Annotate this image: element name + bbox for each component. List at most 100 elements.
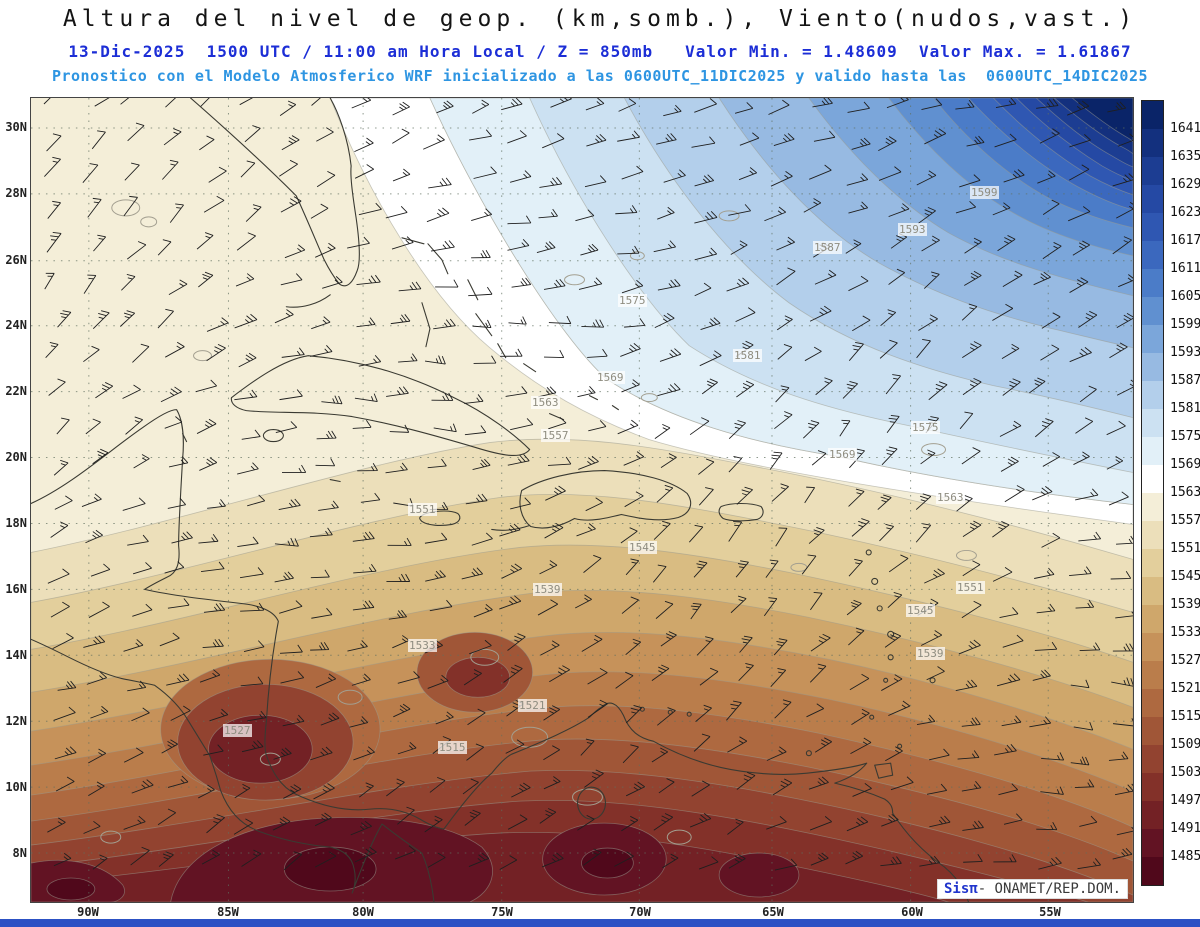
wind-barb <box>239 98 253 106</box>
wind-barb <box>994 133 1017 148</box>
wind-barb <box>394 845 416 860</box>
wind-barb <box>694 174 715 187</box>
wind-barb <box>499 595 522 610</box>
wind-barb <box>390 314 411 325</box>
wind-barb <box>955 200 977 214</box>
wind-barb <box>199 457 218 471</box>
wind-barb <box>352 531 375 542</box>
wind-barb <box>657 206 675 220</box>
wind-barb <box>284 244 306 259</box>
wind-barb <box>583 848 602 866</box>
wind-barb <box>313 783 335 800</box>
wind-barb <box>964 237 982 254</box>
florida-coastline <box>190 98 360 287</box>
wind-barb <box>208 166 227 183</box>
wind-barb <box>765 559 779 578</box>
contour-value-label: 1539 <box>916 647 945 660</box>
wind-barb <box>206 317 229 332</box>
wind-barb <box>200 98 210 107</box>
wind-barb <box>386 573 411 582</box>
contour-value-label: 1587 <box>813 241 842 254</box>
wind-barb <box>428 177 452 189</box>
wind-barb <box>698 856 719 870</box>
wind-barb <box>508 316 527 325</box>
colorbar-cell <box>1142 689 1163 717</box>
wind-barb <box>1003 169 1025 183</box>
colorbar-cell <box>1142 185 1163 213</box>
wind-barb <box>583 554 602 573</box>
wind-barb <box>1069 164 1090 181</box>
colorbar-cell <box>1142 409 1163 437</box>
wind-barb <box>538 386 557 398</box>
wind-barb <box>52 632 74 650</box>
wind-barb <box>689 417 710 436</box>
wind-barb <box>461 567 483 580</box>
wind-barb <box>963 854 983 863</box>
martinique <box>887 630 895 638</box>
wind-barb <box>356 274 381 286</box>
wind-barb <box>659 348 682 362</box>
wind-barb <box>624 318 646 328</box>
wind-barb <box>1002 270 1023 288</box>
wind-barb <box>621 165 644 180</box>
wind-barb <box>1116 823 1133 836</box>
barbados <box>929 677 936 684</box>
wind-barb <box>310 642 330 651</box>
wind-barb <box>809 164 832 180</box>
lon-tick-label: 80W <box>352 905 374 919</box>
wind-barb <box>274 571 294 583</box>
wind-barb <box>851 708 870 726</box>
contour-value-label: 1599 <box>970 186 999 199</box>
wind-barb <box>766 816 787 830</box>
colorbar-tick-label: 1503 <box>1170 765 1200 780</box>
colorbar-cell <box>1142 829 1163 857</box>
wind-barb <box>1116 379 1133 396</box>
wind-barb <box>1112 236 1132 255</box>
wind-barb <box>171 531 193 544</box>
wind-barb <box>1070 679 1090 689</box>
wind-barb <box>1034 418 1054 438</box>
wind-barb <box>803 198 822 213</box>
wind-barb <box>920 630 943 646</box>
colorbar-tick-label: 1635 <box>1170 149 1200 164</box>
wind-barb <box>1114 783 1133 796</box>
wind-barb <box>1041 752 1065 761</box>
wind-barb <box>771 483 789 502</box>
colorbar-cell <box>1142 325 1163 353</box>
wind-barb <box>730 240 748 255</box>
wind-barb <box>920 449 936 465</box>
hispaniola-coastline <box>519 469 692 529</box>
wind-barb <box>696 636 714 656</box>
wind-barb <box>501 98 523 111</box>
wind-barb <box>1042 199 1060 216</box>
tobago <box>897 743 903 749</box>
wind-barb <box>693 733 711 752</box>
watermark-brand: Sisπ <box>943 881 978 897</box>
wind-barb <box>354 846 377 863</box>
wind-barb <box>739 132 760 146</box>
wind-barb <box>507 239 530 251</box>
wind-barb <box>656 484 674 503</box>
wind-barb <box>736 771 756 790</box>
wind-barb <box>347 236 370 249</box>
wind-barb <box>881 446 898 466</box>
wind-barb <box>387 537 412 546</box>
dominica <box>876 605 883 612</box>
wind-barb <box>688 524 704 543</box>
wind-barb <box>121 273 136 291</box>
wind-barb <box>233 818 254 835</box>
lat-tick-label: 8N <box>12 846 27 860</box>
wind-barb <box>699 350 722 367</box>
wind-barb <box>727 818 744 835</box>
wind-barb <box>1108 491 1129 506</box>
contour-value-label: 1551 <box>956 581 985 594</box>
wind-barb <box>462 778 479 795</box>
wind-barb <box>88 748 107 764</box>
wind-barb <box>157 308 174 329</box>
wind-barb <box>314 851 337 868</box>
wind-barb <box>282 464 307 473</box>
colorbar-tick-label: 1497 <box>1170 793 1200 808</box>
wind-barb <box>424 532 448 544</box>
wind-barb <box>47 200 61 219</box>
colorbar-tick-label: 1533 <box>1170 625 1200 640</box>
